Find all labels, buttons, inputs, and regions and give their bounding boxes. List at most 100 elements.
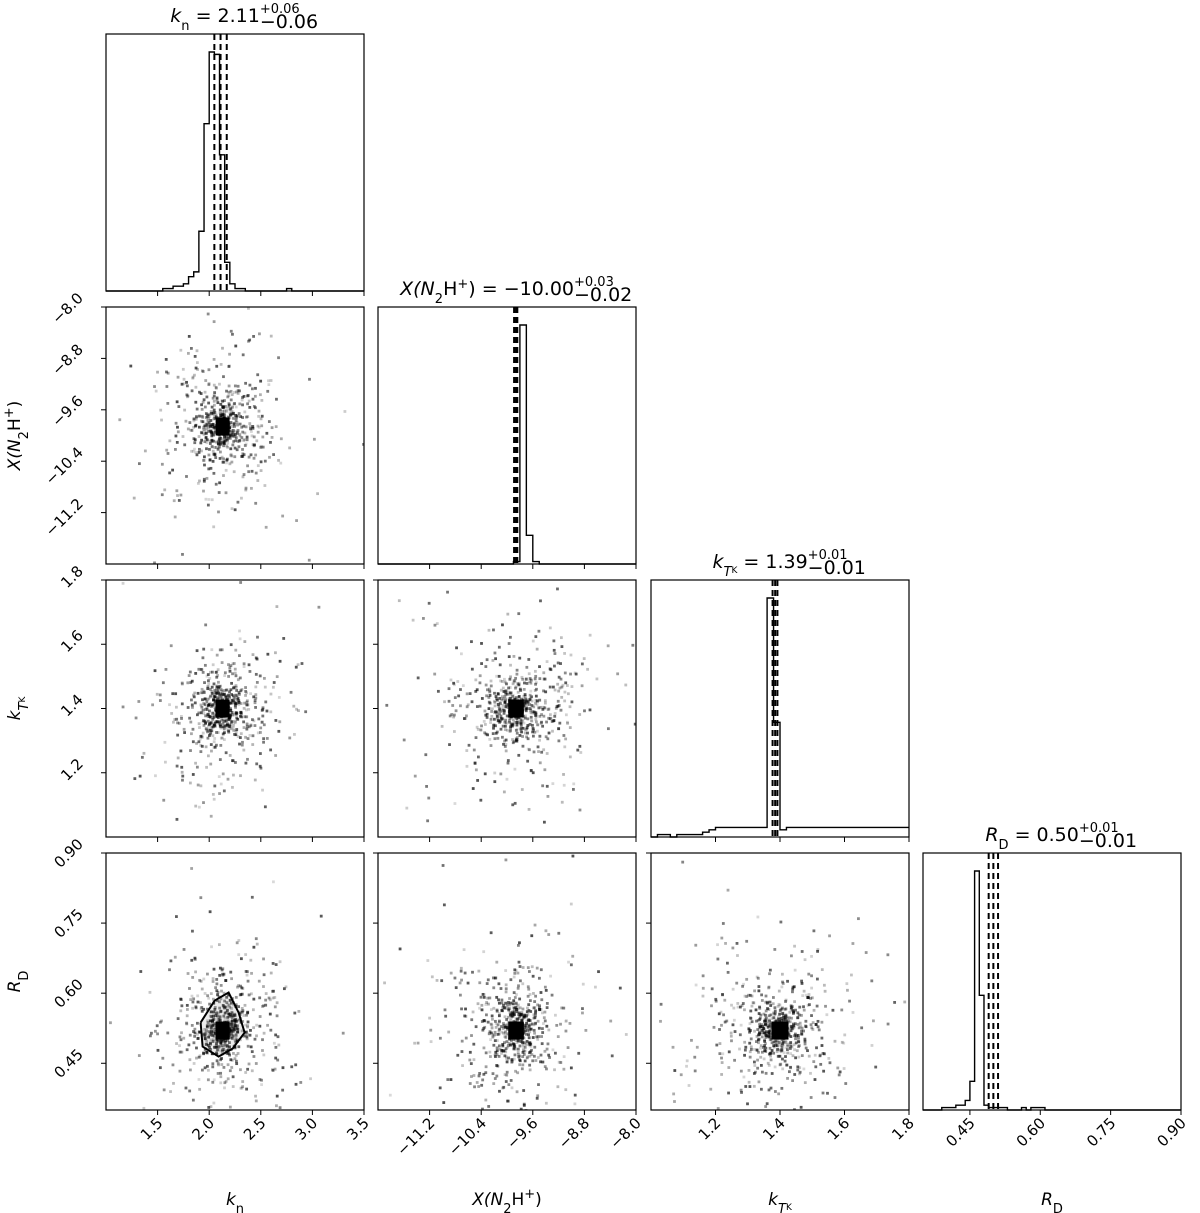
scatter-point <box>218 1018 222 1022</box>
scatter-point <box>793 1000 797 1004</box>
scatter-point <box>191 929 194 933</box>
scatter-point <box>559 636 563 640</box>
hist-step-xn2h <box>378 324 636 565</box>
scatter-point <box>502 790 506 794</box>
scatter-point <box>758 1031 761 1035</box>
scatter-point <box>242 706 246 710</box>
scatter-point <box>238 422 242 426</box>
scatter-point <box>211 1080 215 1084</box>
scatter-point <box>759 1044 763 1048</box>
x-tick-label: −8.0 <box>606 1114 644 1152</box>
scatter-points <box>383 854 628 1110</box>
scatter-point <box>237 412 241 415</box>
scatter-point <box>197 1055 201 1059</box>
scatter-point <box>717 1012 721 1016</box>
scatter-point <box>438 1086 442 1090</box>
scatter-point <box>175 915 178 918</box>
scatter-point <box>200 449 203 453</box>
scatter-point <box>232 439 236 443</box>
scatter-point <box>148 990 152 994</box>
x-axis-label-ktk: kTK <box>768 1190 793 1213</box>
scatter-point <box>215 653 219 657</box>
scatter-point <box>294 1063 298 1067</box>
scatter-point <box>574 672 578 676</box>
scatter-point <box>484 1071 488 1075</box>
scatter-point <box>774 1044 777 1047</box>
scatter-point <box>209 1038 213 1042</box>
scatter-point <box>263 484 267 487</box>
scatter-point <box>180 1031 183 1035</box>
scatter-point <box>217 696 221 700</box>
scatter-point <box>757 1050 760 1054</box>
scatter-point <box>234 648 238 652</box>
scatter-point <box>518 1063 522 1067</box>
scatter-point <box>528 680 532 684</box>
scatter-point <box>191 705 194 709</box>
scatter-point <box>194 1006 198 1010</box>
scatter-point <box>533 1016 537 1020</box>
scatter-point <box>797 1037 800 1041</box>
scatter-point <box>538 761 542 765</box>
scatter-point <box>487 1032 491 1036</box>
scatter-point <box>232 723 235 727</box>
scatter-point <box>534 1021 537 1025</box>
scatter-point <box>234 1039 238 1043</box>
scatter-point <box>539 1060 542 1064</box>
scatter-point <box>812 929 816 933</box>
scatter-point <box>262 737 266 741</box>
scatter-point <box>242 453 246 457</box>
scatter-point <box>531 771 535 775</box>
scatter-point <box>253 778 257 782</box>
scatter-point <box>213 1023 217 1026</box>
scatter-point <box>227 693 231 697</box>
scatter-point <box>226 697 229 701</box>
scatter-point <box>270 426 274 430</box>
scatter-point <box>789 1041 793 1044</box>
scatter-point <box>221 1049 224 1053</box>
scatter-point <box>236 1140 239 1143</box>
scatter-point <box>190 679 194 683</box>
scatter-point <box>528 723 532 726</box>
scatter-point <box>221 697 225 701</box>
scatter-point <box>505 1004 509 1008</box>
scatter-point <box>816 1019 820 1023</box>
scatter-point <box>188 716 192 720</box>
scatter-point <box>241 416 245 419</box>
scatter-point <box>504 1030 507 1034</box>
scatter-point <box>504 692 508 696</box>
scatter-point <box>155 692 159 696</box>
scatter-point <box>212 471 216 475</box>
scatter-point <box>530 719 534 723</box>
scatter-point <box>832 767 835 770</box>
scatter-point <box>525 1019 529 1023</box>
scatter-point <box>526 994 530 998</box>
scatter-point <box>203 1031 207 1034</box>
scatter-point <box>242 1034 246 1038</box>
scatter-point <box>257 717 261 721</box>
scatter-point <box>542 671 546 675</box>
scatter-point <box>225 434 228 438</box>
scatter-point <box>515 1017 519 1021</box>
scatter-point <box>753 1064 757 1067</box>
scatter-point <box>268 998 272 1002</box>
scatter-point <box>846 988 849 992</box>
scatter-point <box>221 460 224 464</box>
scatter-point <box>231 662 235 666</box>
scatter-point <box>239 581 243 584</box>
scatter-point <box>738 1005 742 1009</box>
scatter-point <box>227 1012 231 1016</box>
scatter-point <box>513 679 517 683</box>
scatter-point <box>214 986 218 990</box>
scatter-point <box>252 695 256 699</box>
scatter-point <box>520 788 524 791</box>
scatter-point <box>490 714 494 718</box>
scatter-point <box>775 1050 779 1054</box>
scatter-point <box>249 723 253 727</box>
scatter-point <box>556 661 560 665</box>
scatter-point <box>516 1004 519 1008</box>
scatter-point <box>834 1205 837 1208</box>
scatter-point <box>180 1004 184 1008</box>
scatter-point <box>230 1016 234 1019</box>
scatter-point <box>484 1051 488 1055</box>
